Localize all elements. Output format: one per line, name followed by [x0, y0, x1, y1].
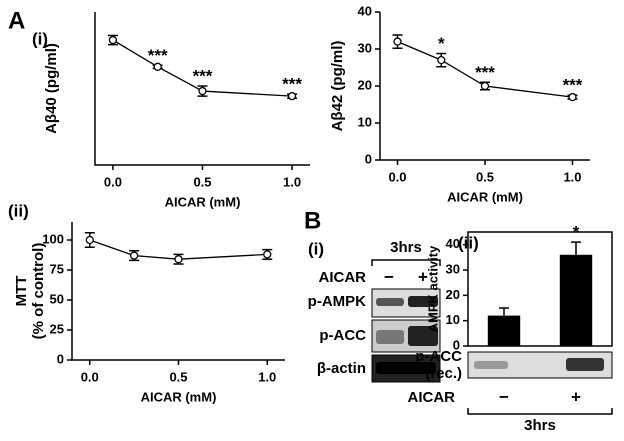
y-tick-label: 0 — [57, 351, 64, 366]
y-tick-label: 100 — [42, 231, 64, 246]
blot-row: p-ACC — [319, 327, 366, 344]
x-tick-label: − — [499, 387, 509, 406]
band — [408, 296, 438, 307]
panel-letter: B — [304, 207, 321, 234]
y-tick-label: 30 — [358, 40, 372, 55]
line — [89, 239, 268, 260]
y-axis-label: (% of control) — [30, 243, 47, 340]
point — [393, 37, 402, 46]
y-axis-label: AMPK activity — [425, 245, 440, 332]
x-axis-label: AICAR (mM) — [447, 189, 523, 204]
y-tick-label: 0 — [365, 151, 372, 166]
point — [129, 251, 139, 260]
x-axis-label: AICAR (mM) — [165, 194, 241, 209]
error-bar — [571, 241, 581, 255]
band — [566, 358, 604, 371]
axis — [71, 222, 285, 361]
y-tick-label: 40 — [446, 236, 460, 251]
annotation: * — [573, 223, 580, 242]
y-tick-label: 40 — [358, 3, 372, 18]
group-label: 3hrs — [524, 417, 556, 434]
annotation: *** — [193, 66, 213, 85]
point — [108, 35, 118, 45]
blot-treatment: AICAR — [319, 269, 367, 286]
band — [376, 298, 404, 306]
axis — [94, 12, 310, 166]
y-tick-label: 10 — [358, 114, 372, 129]
panel-label: (i) — [308, 239, 324, 258]
band — [376, 362, 436, 374]
annotation: *** — [282, 75, 302, 94]
y-tick-label: 50 — [50, 291, 64, 306]
axis — [467, 231, 613, 347]
annotation: *** — [475, 63, 495, 82]
x-axis-label: AICAR — [408, 389, 456, 406]
point — [85, 235, 94, 245]
panel-label: (ii) — [8, 201, 29, 220]
blot-label: p-ACC — [415, 348, 462, 365]
band — [408, 326, 438, 346]
x-tick-label: 0.0 — [81, 369, 99, 384]
lane-label: − — [384, 267, 394, 286]
panel-letter: A — [8, 7, 25, 34]
blot-row: p-AMPK — [308, 293, 366, 310]
blot-label: (rec.) — [425, 365, 462, 382]
point — [153, 62, 162, 71]
bar — [559, 254, 593, 346]
lane-label: + — [418, 267, 428, 286]
point — [263, 250, 272, 259]
annotation: * — [438, 34, 445, 53]
x-tick-label: 0.5 — [476, 169, 494, 184]
x-tick-label: 0.5 — [193, 174, 211, 189]
x-tick-label: 1.0 — [563, 169, 581, 184]
y-axis-label: Aβ42 (pg/ml) — [329, 41, 346, 132]
band — [474, 361, 508, 369]
bracket — [467, 408, 613, 415]
error-bar — [499, 307, 509, 316]
point — [480, 81, 490, 91]
x-axis-label: AICAR (mM) — [141, 389, 217, 404]
point — [287, 92, 297, 101]
blot-row: β-actin — [317, 360, 366, 377]
bar — [487, 315, 521, 346]
x-tick-label: + — [571, 387, 581, 406]
x-tick-label: 0.0 — [388, 169, 406, 184]
y-tick-label: 20 — [358, 77, 372, 92]
point — [568, 92, 577, 102]
point — [437, 55, 446, 65]
x-tick-label: 0.5 — [169, 369, 187, 384]
annotation: *** — [563, 76, 583, 95]
line — [112, 39, 293, 97]
x-tick-label: 1.0 — [258, 369, 276, 384]
point — [198, 86, 207, 96]
y-tick-label: 10 — [446, 312, 460, 327]
y-tick-label: 25 — [50, 321, 64, 336]
y-axis-label: MTT — [13, 276, 30, 307]
y-tick-label: 75 — [50, 261, 64, 276]
y-tick-label: 30 — [446, 261, 460, 276]
bracket — [371, 259, 441, 266]
annotation: *** — [148, 46, 168, 65]
band — [376, 330, 404, 344]
blot-time: 3hrs — [390, 239, 422, 256]
point — [174, 255, 183, 264]
panel-label: (i) — [32, 29, 48, 48]
line — [397, 41, 573, 98]
y-axis-label: Aβ40 (pg/ml) — [43, 43, 60, 134]
x-tick-label: 0.0 — [104, 174, 122, 189]
y-tick-label: 0 — [453, 337, 460, 352]
x-tick-label: 1.0 — [283, 174, 301, 189]
y-tick-label: 20 — [446, 287, 460, 302]
